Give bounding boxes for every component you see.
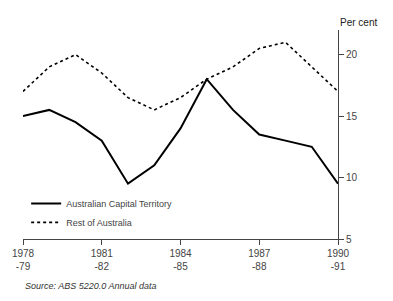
svg-text:1990-91: 1990-91	[327, 248, 350, 272]
svg-text:5: 5	[346, 234, 352, 245]
svg-text:1978-79: 1978-79	[12, 248, 35, 272]
svg-text:15: 15	[346, 111, 358, 122]
svg-text:1981-82: 1981-82	[91, 248, 114, 272]
svg-text:Source: ABS 5220.0 Annual data: Source: ABS 5220.0 Annual data	[25, 281, 156, 291]
svg-text:10: 10	[346, 172, 358, 183]
svg-text:Rest of Australia: Rest of Australia	[66, 218, 132, 228]
svg-text:1987-88: 1987-88	[248, 248, 271, 272]
svg-text:20: 20	[346, 49, 358, 60]
svg-text:1984-85: 1984-85	[169, 248, 192, 272]
svg-text:Australian Capital Territory: Australian Capital Territory	[66, 199, 172, 209]
svg-text:Per cent: Per cent	[340, 17, 377, 28]
